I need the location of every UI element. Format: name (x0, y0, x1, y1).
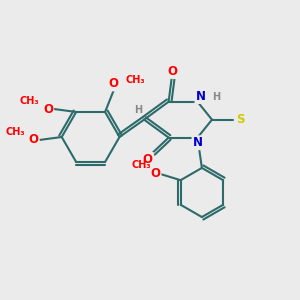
Text: N: N (193, 136, 202, 149)
Text: CH₃: CH₃ (131, 160, 151, 170)
Text: CH₃: CH₃ (126, 75, 146, 85)
Text: H: H (134, 105, 142, 116)
Text: O: O (167, 65, 177, 78)
Text: CH₃: CH₃ (20, 96, 40, 106)
Text: O: O (109, 77, 119, 90)
Text: S: S (236, 113, 244, 126)
Text: O: O (143, 153, 153, 166)
Text: O: O (29, 134, 39, 146)
Text: CH₃: CH₃ (5, 127, 25, 137)
Text: O: O (43, 103, 53, 116)
Text: N: N (195, 90, 206, 103)
Text: H: H (213, 92, 221, 101)
Text: O: O (151, 167, 160, 180)
